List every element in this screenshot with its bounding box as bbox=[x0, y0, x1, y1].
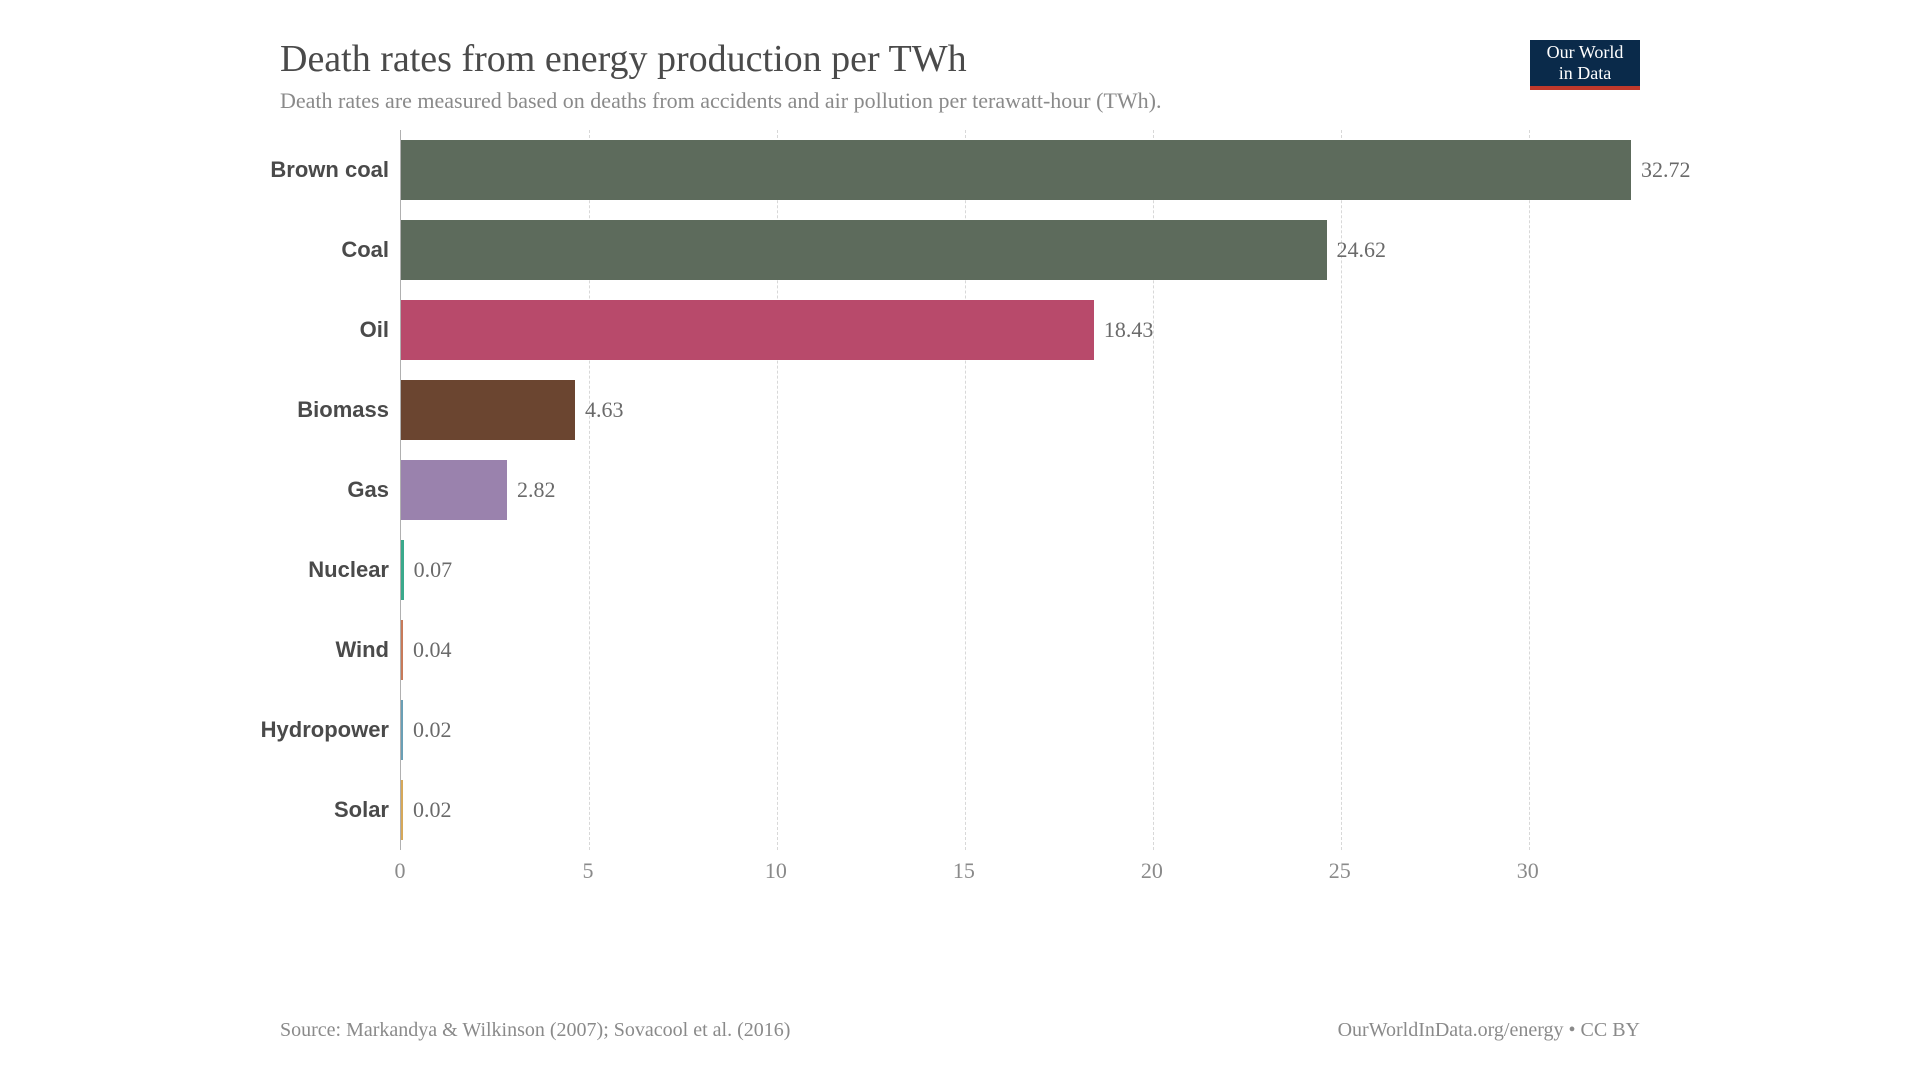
bar-row: Coal24.62 bbox=[401, 210, 1630, 290]
x-tick-label: 15 bbox=[953, 858, 975, 884]
bar-value: 0.07 bbox=[414, 557, 453, 583]
bar-row: Wind0.04 bbox=[401, 610, 1630, 690]
chart-subtitle: Death rates are measured based on deaths… bbox=[280, 88, 1640, 114]
category-label: Wind bbox=[335, 637, 389, 663]
category-label: Biomass bbox=[297, 397, 389, 423]
category-label: Nuclear bbox=[308, 557, 389, 583]
category-label: Brown coal bbox=[270, 157, 389, 183]
category-label: Hydropower bbox=[261, 717, 389, 743]
x-tick-label: 10 bbox=[765, 858, 787, 884]
chart-footer: Source: Markandya & Wilkinson (2007); So… bbox=[280, 1019, 1640, 1042]
bar bbox=[401, 140, 1631, 200]
source-text: Source: Markandya & Wilkinson (2007); So… bbox=[280, 1019, 790, 1042]
bar-value: 32.72 bbox=[1641, 157, 1691, 183]
logo-line-2: in Data bbox=[1530, 63, 1640, 84]
category-label: Coal bbox=[341, 237, 389, 263]
bar bbox=[401, 380, 575, 440]
chart-canvas: Death rates from energy production per T… bbox=[240, 0, 1680, 1080]
bar-row: Hydropower0.02 bbox=[401, 690, 1630, 770]
bar-value: 2.82 bbox=[517, 477, 556, 503]
bar-row: Gas2.82 bbox=[401, 450, 1630, 530]
bar bbox=[401, 220, 1327, 280]
bar bbox=[401, 460, 507, 520]
category-label: Solar bbox=[334, 797, 389, 823]
owid-logo: Our World in Data bbox=[1530, 40, 1640, 90]
bar-row: Biomass4.63 bbox=[401, 370, 1630, 450]
attribution-text: OurWorldInData.org/energy • CC BY bbox=[1338, 1019, 1640, 1042]
x-tick-label: 25 bbox=[1329, 858, 1351, 884]
category-label: Gas bbox=[347, 477, 389, 503]
x-tick-label: 5 bbox=[582, 858, 593, 884]
bar-row: Brown coal32.72 bbox=[401, 130, 1630, 210]
bar-row: Oil18.43 bbox=[401, 290, 1630, 370]
plot-area: Brown coal32.72Coal24.62Oil18.43Biomass4… bbox=[400, 130, 1630, 900]
bar-value: 0.04 bbox=[413, 637, 452, 663]
bar-value: 4.63 bbox=[585, 397, 624, 423]
x-tick-label: 0 bbox=[395, 858, 406, 884]
bar bbox=[401, 300, 1094, 360]
bar-value: 0.02 bbox=[413, 797, 452, 823]
bar-row: Nuclear0.07 bbox=[401, 530, 1630, 610]
bar bbox=[401, 700, 403, 760]
chart-header: Death rates from energy production per T… bbox=[280, 38, 1640, 114]
bar bbox=[401, 780, 403, 840]
bar-value: 24.62 bbox=[1337, 237, 1387, 263]
category-label: Oil bbox=[360, 317, 389, 343]
bar bbox=[401, 540, 404, 600]
bar-value: 18.43 bbox=[1104, 317, 1154, 343]
chart-title: Death rates from energy production per T… bbox=[280, 38, 1640, 82]
x-tick-label: 20 bbox=[1141, 858, 1163, 884]
x-tick-label: 30 bbox=[1517, 858, 1539, 884]
bar-row: Solar0.02 bbox=[401, 770, 1630, 850]
bar-value: 0.02 bbox=[413, 717, 452, 743]
bar bbox=[401, 620, 403, 680]
logo-line-1: Our World bbox=[1530, 42, 1640, 63]
bars-area: Brown coal32.72Coal24.62Oil18.43Biomass4… bbox=[400, 130, 1630, 850]
